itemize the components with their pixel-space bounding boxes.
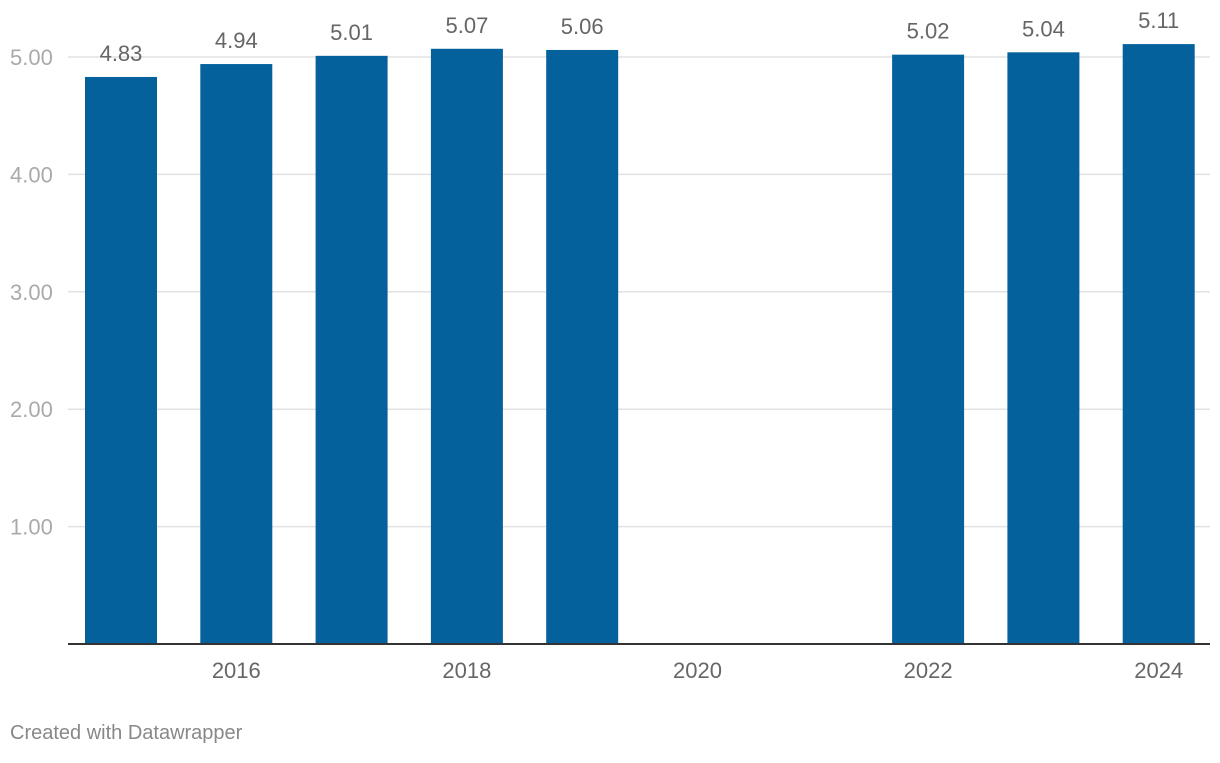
y-axis-ticks: 1.00 2.00 3.00 4.00 5.00 <box>10 45 53 540</box>
y-tick-label: 2.00 <box>10 397 53 422</box>
data-label-2018: 5.07 <box>445 13 488 38</box>
x-tick-label-2022: 2022 <box>904 658 953 683</box>
y-tick-label: 1.00 <box>10 515 53 540</box>
data-label-2022: 5.02 <box>907 19 950 44</box>
x-tick-label-2018: 2018 <box>442 658 491 683</box>
bar-2017 <box>315 55 388 645</box>
footer-credit[interactable]: Created with Datawrapper <box>10 722 243 744</box>
bar-2024 <box>1122 44 1195 644</box>
bars <box>85 44 1195 645</box>
bar-2016 <box>200 64 273 644</box>
y-tick-label: 3.00 <box>10 280 53 305</box>
bar-2022 <box>892 54 965 645</box>
bar-2015 <box>85 76 157 644</box>
data-label-2024: 5.11 <box>1138 8 1179 33</box>
data-label-2023: 5.04 <box>1022 16 1065 41</box>
x-axis-ticks: 2016 2018 2020 2022 2024 <box>212 658 1183 683</box>
x-tick-label-2024: 2024 <box>1134 658 1183 683</box>
data-label-2016: 4.94 <box>215 28 258 53</box>
bar-2018 <box>430 48 503 645</box>
data-labels: 4.83 4.94 5.01 5.07 5.06 5.02 5.04 5.11 <box>100 8 1180 66</box>
bar-2023 <box>1007 52 1080 644</box>
data-label-2017: 5.01 <box>330 20 373 45</box>
y-tick-label: 4.00 <box>10 162 53 187</box>
x-tick-label-2020: 2020 <box>673 658 722 683</box>
data-label-2015: 4.83 <box>100 41 143 66</box>
x-tick-label-2016: 2016 <box>212 658 261 683</box>
bar-2019 <box>546 49 619 645</box>
data-label-2019: 5.06 <box>561 14 604 39</box>
y-tick-label: 5.00 <box>10 45 53 70</box>
